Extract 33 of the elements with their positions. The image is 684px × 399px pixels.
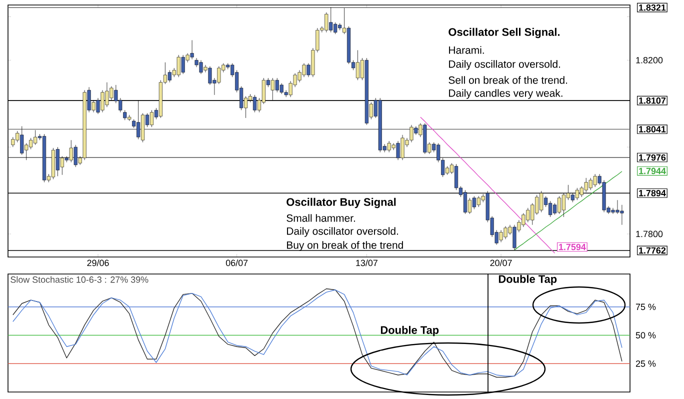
annotation: 1.7594 — [559, 244, 586, 250]
text: 1.7944 — [639, 168, 666, 174]
y-tick-label: 1.7800 — [636, 230, 663, 238]
annotation: Sell on break of the trend. — [448, 76, 568, 84]
x-tick-label: 13/07 — [356, 260, 378, 266]
annotation: Daily candles very weak. — [449, 89, 562, 99]
y-tick-label: 75 % — [636, 304, 656, 310]
y-tick-label: 25 % — [636, 360, 656, 367]
ref-line-label: 1.7894 — [639, 190, 666, 196]
x-tick-label: 20/07 — [490, 260, 512, 266]
x-tick-label: 29/06 — [87, 260, 109, 266]
ref-line-label: 1.8321 — [639, 4, 666, 11]
y-tick-label: 50 % — [636, 332, 656, 338]
annotation: Double Tap — [498, 274, 557, 286]
annotation: Harami. — [449, 46, 484, 54]
annotation: Double Tap — [380, 326, 439, 336]
line-series — [420, 116, 556, 254]
ref-line-label: 1.7762 — [639, 247, 666, 254]
annotation: Daily oscillator oversold. — [449, 60, 560, 70]
annotation: Oscillator Sell Signal. — [448, 28, 560, 38]
ref-line-label: 1.7976 — [639, 154, 666, 161]
annotation: Daily oscillator oversold. — [287, 227, 398, 237]
chart-title: Slow Stochastic 10-6-3 : 27% 39% — [10, 276, 148, 283]
annotation: Oscillator Buy Signal — [286, 198, 396, 208]
candlestick — [557, 196, 562, 214]
y-tick-label: 1.8200 — [636, 56, 663, 64]
annotation: Buy on break of the trend — [287, 241, 403, 251]
x-tick-label: 06/07 — [226, 260, 248, 266]
line-series — [514, 171, 622, 250]
candlestick — [150, 110, 154, 128]
annotation: Small hammer. — [286, 214, 355, 222]
ref-line-label: 1.8041 — [639, 126, 666, 132]
ref-line-label: 1.8107 — [639, 97, 666, 104]
